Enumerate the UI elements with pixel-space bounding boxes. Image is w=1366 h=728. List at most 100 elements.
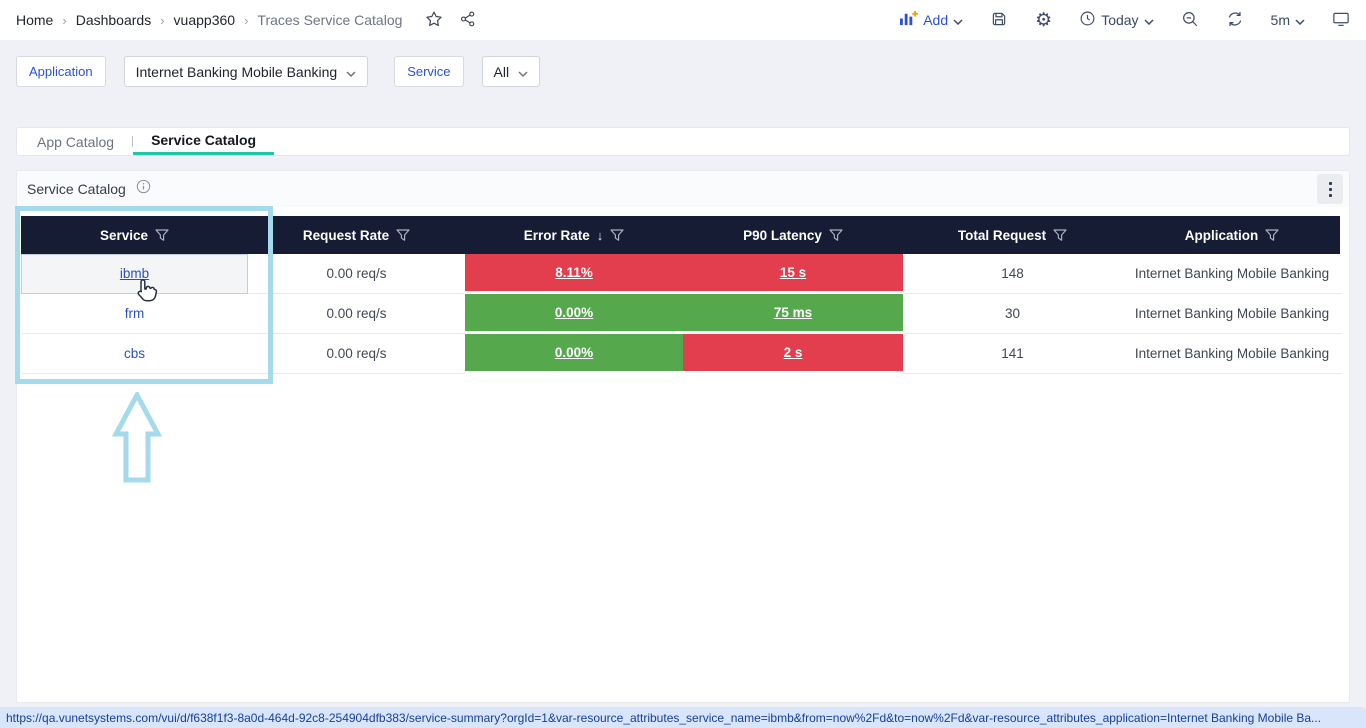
clock-icon (1079, 10, 1096, 30)
panel-title: Service Catalog (27, 181, 126, 197)
service-link-ibmb[interactable]: ibmb (119, 266, 150, 281)
chevron-down-icon (1295, 13, 1305, 28)
chevron-down-icon (346, 64, 356, 80)
error-rate-link[interactable]: 0.00% (554, 345, 594, 360)
table-row: frm 0.00 req/s 0.00% 75 ms 30 Internet B… (21, 294, 1342, 334)
tab-divider (132, 136, 134, 147)
request-rate-cell: 0.00 req/s (248, 334, 465, 374)
p90-latency-link[interactable]: 2 s (783, 345, 803, 360)
p90-latency-link[interactable]: 75 ms (773, 305, 813, 320)
breadcrumb-home[interactable]: Home (16, 12, 54, 28)
table-row: ibmb 0.00 req/s 8.11% 15 s 148 Internet … (21, 254, 1342, 294)
request-rate-cell: 0.00 req/s (248, 294, 465, 334)
panel-header: Service Catalog (17, 171, 1349, 207)
tv-mode-button[interactable] (1332, 10, 1350, 31)
filter-icon[interactable] (829, 228, 843, 242)
save-dashboard-button[interactable] (990, 10, 1008, 31)
service-filter-select[interactable]: All (481, 56, 541, 87)
favorite-star-button[interactable] (425, 10, 443, 31)
refresh-interval-label: 5m (1270, 12, 1290, 28)
add-chart-icon (899, 10, 919, 30)
breadcrumb-folder[interactable]: vuapp360 (173, 12, 236, 28)
column-header-application: Application (1122, 216, 1342, 254)
application-filter-select[interactable]: Internet Banking Mobile Banking (123, 56, 369, 87)
info-icon (136, 179, 151, 199)
panel-menu-button[interactable] (1317, 174, 1343, 204)
chevron-down-icon (1144, 13, 1154, 28)
filter-icon[interactable] (1265, 228, 1279, 242)
application-cell: Internet Banking Mobile Banking (1122, 334, 1342, 374)
total-request-cell: 148 (903, 254, 1122, 294)
breadcrumb-dashboards[interactable]: Dashboards (75, 12, 152, 28)
catalog-tabbar: App Catalog Service Catalog (16, 127, 1350, 156)
status-bar-url: https://qa.vunetsystems.com/vui/d/f638f1… (0, 707, 1366, 728)
service-cell-ibmb[interactable]: ibmb (21, 254, 248, 294)
breadcrumb-actions (425, 10, 477, 31)
save-icon (990, 10, 1008, 31)
column-header-request-rate: Request Rate (248, 216, 465, 254)
filter-icon[interactable] (1053, 228, 1067, 242)
request-rate-cell: 0.00 req/s (248, 254, 465, 294)
application-filter-label: Application (16, 56, 106, 87)
breadcrumb-current-dashboard: Traces Service Catalog (257, 12, 403, 28)
filter-icon[interactable] (610, 228, 624, 242)
error-rate-cell: 8.11% (465, 254, 683, 294)
service-cell-cbs[interactable]: cbs (21, 334, 248, 374)
column-header-total-request: Total Request (903, 216, 1122, 254)
service-cell-frm[interactable]: frm (21, 294, 248, 334)
share-button[interactable] (459, 10, 477, 31)
chevron-right-icon: › (244, 12, 249, 28)
error-rate-link[interactable]: 0.00% (554, 305, 594, 320)
p90-latency-cell: 15 s (683, 254, 903, 294)
refresh-interval-picker[interactable]: 5m (1271, 12, 1305, 28)
chevron-down-icon (953, 13, 963, 28)
sort-descending-icon[interactable]: ↓ (596, 227, 604, 243)
service-filter-label: Service (394, 56, 464, 87)
chevron-right-icon: › (62, 12, 67, 28)
chevron-down-icon (518, 64, 528, 80)
application-cell: Internet Banking Mobile Banking (1122, 294, 1342, 334)
column-header-p90-latency: P90 Latency (683, 216, 903, 254)
tab-service-catalog[interactable]: Service Catalog (133, 128, 275, 155)
column-header-service: Service (21, 216, 248, 254)
filter-icon[interactable] (155, 228, 169, 242)
topbar-actions: Add ⚙ Today 5m (899, 10, 1350, 31)
p90-latency-link[interactable]: 15 s (779, 265, 807, 280)
service-catalog-table: Service Request Rate Error Rate ↓ P90 La… (21, 216, 1342, 374)
dashboard-variables-bar: Application Internet Banking Mobile Bank… (16, 56, 1350, 87)
top-navigation-bar: Home › Dashboards › vuapp360 › Traces Se… (0, 0, 1366, 40)
error-rate-cell: 0.00% (465, 334, 683, 374)
service-link-cbs[interactable]: cbs (123, 346, 145, 361)
star-icon (425, 10, 443, 31)
error-rate-link[interactable]: 8.11% (555, 265, 593, 280)
add-label: Add (923, 12, 949, 28)
zoom-out-time-button[interactable] (1181, 10, 1199, 31)
dashboard-settings-button[interactable]: ⚙ (1035, 11, 1052, 30)
total-request-cell: 30 (903, 294, 1122, 334)
tab-app-catalog[interactable]: App Catalog (37, 133, 115, 150)
table-row: cbs 0.00 req/s 0.00% 2 s 141 Internet Ba… (21, 334, 1342, 374)
gear-icon: ⚙ (1035, 9, 1053, 31)
application-cell: Internet Banking Mobile Banking (1122, 254, 1342, 294)
service-catalog-panel: Service Catalog Service Request Rate (16, 170, 1350, 703)
time-range-picker[interactable]: Today (1079, 10, 1154, 30)
p90-latency-cell: 2 s (683, 334, 903, 374)
service-link-frm[interactable]: frm (124, 306, 145, 321)
table-header-row: Service Request Rate Error Rate ↓ P90 La… (21, 216, 1340, 254)
refresh-icon (1226, 10, 1244, 31)
error-rate-cell: 0.00% (465, 294, 683, 334)
service-filter-value: All (493, 63, 510, 80)
panel-info-button[interactable] (136, 179, 151, 199)
application-filter-value: Internet Banking Mobile Banking (135, 63, 338, 80)
zoom-out-icon (1181, 10, 1199, 31)
chevron-right-icon: › (160, 12, 165, 28)
add-panel-button[interactable]: Add (899, 10, 963, 30)
filter-icon[interactable] (396, 228, 410, 242)
refresh-button[interactable] (1226, 10, 1244, 31)
breadcrumb: Home › Dashboards › vuapp360 › Traces Se… (16, 10, 477, 31)
total-request-cell: 141 (903, 334, 1122, 374)
kebab-icon (1328, 181, 1332, 185)
column-header-error-rate: Error Rate ↓ (465, 216, 683, 254)
monitor-icon (1332, 10, 1350, 31)
